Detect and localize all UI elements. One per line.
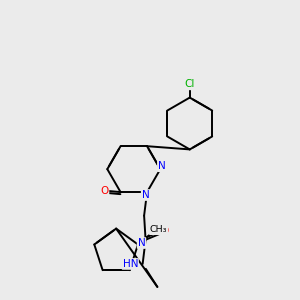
Text: O: O (100, 186, 109, 196)
Text: N: N (138, 238, 146, 248)
Text: N: N (142, 190, 149, 200)
Text: Cl: Cl (184, 79, 195, 89)
Text: N: N (158, 161, 166, 171)
Text: CH₃: CH₃ (150, 225, 167, 234)
Text: HN: HN (122, 259, 138, 269)
Text: O: O (160, 226, 169, 236)
